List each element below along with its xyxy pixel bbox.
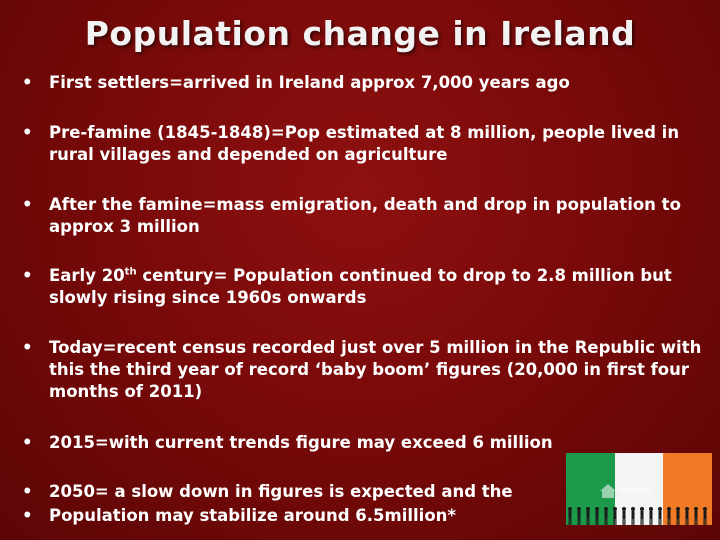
bullet-text: First settlers=arrived in Ireland approx… xyxy=(49,73,570,92)
bullet-item: • Pre-famine (1845-1848)=Pop estimated a… xyxy=(22,122,712,166)
bullet-item: • 2050= a slow down in figures is expect… xyxy=(22,481,712,503)
bullet-text-end: century= Population continued to drop to… xyxy=(49,266,672,307)
bullet-dot: • xyxy=(22,338,33,357)
bullet-item: • After the famine=mass emigration, deat… xyxy=(22,194,712,238)
bullet-dot: • xyxy=(22,433,33,452)
bullet-dot: • xyxy=(22,482,33,501)
bullet-dot: • xyxy=(22,266,33,285)
bullet-text: Pre-famine (1845-1848)=Pop estimated at … xyxy=(49,123,680,164)
bullet-text: After the famine=mass emigration, death … xyxy=(49,195,681,236)
bullet-item: • First settlers=arrived in Ireland appr… xyxy=(22,72,712,94)
bullet-text: 2050= a slow down in figures is expected… xyxy=(49,482,513,501)
bullet-item: • Population may stabilize around 6.5mil… xyxy=(22,505,712,527)
bullet-text-start: Early 20 xyxy=(49,266,125,285)
flag-house-icon xyxy=(600,484,652,498)
bullet-dot: • xyxy=(22,506,33,525)
superscript-th: th xyxy=(124,266,137,278)
bullet-item: • Today=recent census recorded just over… xyxy=(22,337,712,403)
slide-title: Population change in Ireland xyxy=(84,14,636,53)
bullet-dot: • xyxy=(22,195,33,214)
bullet-text: 2015=with current trends figure may exce… xyxy=(49,433,553,452)
bullet-text: Today=recent census recorded just over 5… xyxy=(49,338,702,401)
people-silhouettes-icon xyxy=(568,507,707,525)
bullet-dot: • xyxy=(22,73,33,92)
bullet-text: Population may stabilize around 6.5milli… xyxy=(49,506,457,525)
bullet-item: • 2015=with current trends figure may ex… xyxy=(22,432,712,454)
bullet-text: Early 20th century= Population continued… xyxy=(49,265,712,309)
bullet-item: • Early 20th century= Population continu… xyxy=(22,265,712,309)
bullet-dot: • xyxy=(22,123,33,142)
